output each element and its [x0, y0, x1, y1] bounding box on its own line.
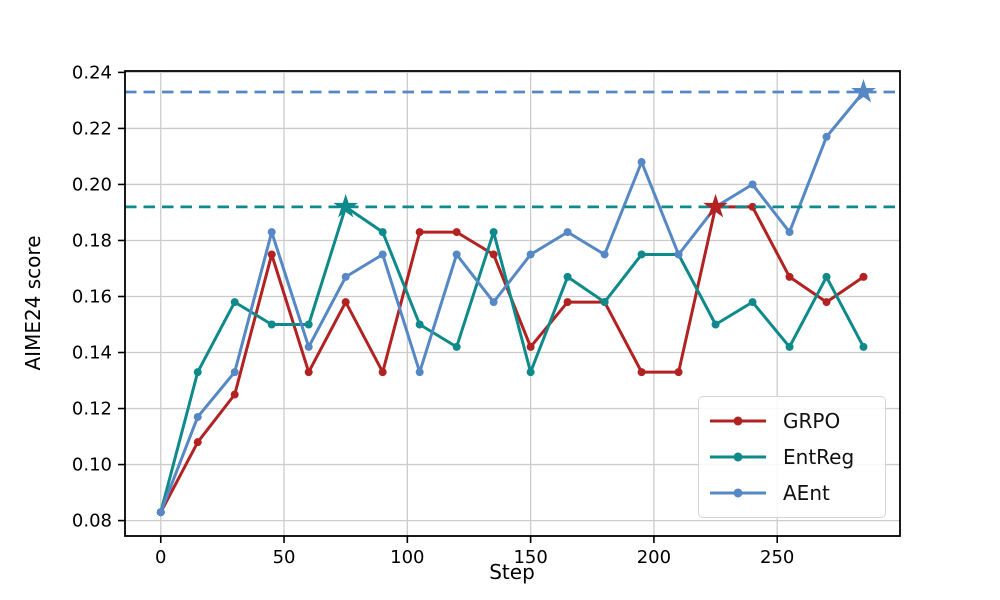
entreg-point — [563, 272, 572, 281]
y-tick-label: 0.24 — [72, 62, 112, 83]
aent-point — [822, 132, 831, 141]
y-tick-label: 0.18 — [72, 230, 112, 251]
aent-point — [304, 342, 313, 351]
grpo-point — [563, 298, 572, 307]
y-tick-label: 0.16 — [72, 286, 112, 307]
entreg-point — [711, 320, 720, 329]
y-tick-label: 0.08 — [72, 511, 112, 532]
grpo-point — [674, 368, 683, 377]
grpo-point — [378, 368, 387, 377]
aent-line — [159, 91, 865, 513]
entreg-point — [859, 342, 868, 351]
entreg-point — [415, 320, 424, 329]
entreg-point — [193, 368, 202, 377]
entreg-line — [159, 205, 865, 513]
legend-label-aent: AEnt — [783, 481, 830, 505]
axis-ticks — [118, 71, 779, 543]
aent-point — [526, 250, 535, 259]
grpo-line-swatch — [710, 416, 766, 426]
y-tick-label: 0.10 — [72, 455, 112, 476]
grpo-point — [637, 368, 646, 377]
aent-point — [563, 228, 572, 237]
entreg-point — [822, 272, 831, 281]
entreg-point — [304, 320, 313, 329]
plot-border — [124, 70, 901, 537]
aent-point — [600, 250, 609, 259]
y-tick-label: 0.12 — [72, 399, 112, 420]
grpo-max-star — [703, 193, 728, 218]
y-tick-label: 0.14 — [72, 343, 112, 364]
grpo-point — [785, 272, 794, 281]
aent-point — [637, 158, 646, 167]
aent-point — [748, 180, 757, 189]
legend-label-entreg: EntReg — [783, 445, 855, 469]
y-tick-label: 0.20 — [72, 174, 112, 195]
grpo-point — [748, 202, 757, 211]
x-tick-label: 250 — [760, 547, 794, 568]
entreg-point — [267, 320, 276, 329]
grpo-point — [859, 272, 868, 281]
series-aent — [156, 88, 868, 517]
entreg-point — [452, 342, 461, 351]
aent-point — [193, 412, 202, 421]
aent-point — [267, 228, 276, 237]
aent-point — [674, 250, 683, 259]
entreg-line-swatch — [710, 452, 766, 462]
entreg-point — [600, 298, 609, 307]
reference-hlines — [125, 90, 900, 209]
grpo-point — [489, 250, 498, 259]
x-tick-label: 150 — [513, 547, 547, 568]
aent-point — [785, 228, 794, 237]
grpo-point — [452, 228, 461, 237]
legend-item-entreg: EntReg — [709, 439, 885, 475]
x-axis-label: Step — [489, 560, 535, 584]
legend-label-grpo: GRPO — [783, 409, 841, 433]
grpo-point — [341, 298, 350, 307]
entreg-point — [230, 298, 239, 307]
grpo-point — [415, 228, 424, 237]
grpo-point — [526, 342, 535, 351]
aent-point — [452, 250, 461, 259]
y-tick-label: 0.22 — [72, 118, 112, 139]
x-tick-label: 50 — [273, 547, 296, 568]
aent-line-swatch — [710, 488, 766, 498]
aent-point — [156, 508, 165, 517]
grpo-point — [193, 438, 202, 447]
aent-point — [230, 368, 239, 377]
entreg-max-star — [333, 193, 359, 218]
grpo-point — [304, 368, 313, 377]
entreg-point — [378, 228, 387, 237]
legend-item-grpo: GRPO — [709, 403, 885, 439]
entreg-point — [785, 342, 794, 351]
grpo-point — [822, 298, 831, 307]
x-tick-label: 200 — [637, 547, 671, 568]
tick-labels: 0 50 100 150 200 250 0.08 0.10 0.12 0.14 0.16 0.18 0… — [72, 62, 794, 568]
x-tick-label: 100 — [390, 547, 424, 568]
entreg-point — [489, 228, 498, 237]
entreg-point — [748, 298, 757, 307]
entreg-point — [526, 368, 535, 377]
y-axis-label: AIME24 score — [21, 235, 45, 371]
legend-item-aent: AEnt — [709, 475, 885, 511]
aent-max-star — [851, 79, 876, 103]
aent-point — [415, 368, 424, 377]
grpo-point — [267, 250, 276, 259]
aent-point — [341, 272, 350, 281]
entreg-point — [637, 250, 646, 259]
aent-point — [489, 298, 498, 307]
legend: GRPO EntReg AEnt — [698, 396, 886, 518]
x-tick-label: 0 — [155, 547, 166, 568]
grpo-point — [230, 390, 239, 399]
aent-point — [378, 250, 387, 259]
